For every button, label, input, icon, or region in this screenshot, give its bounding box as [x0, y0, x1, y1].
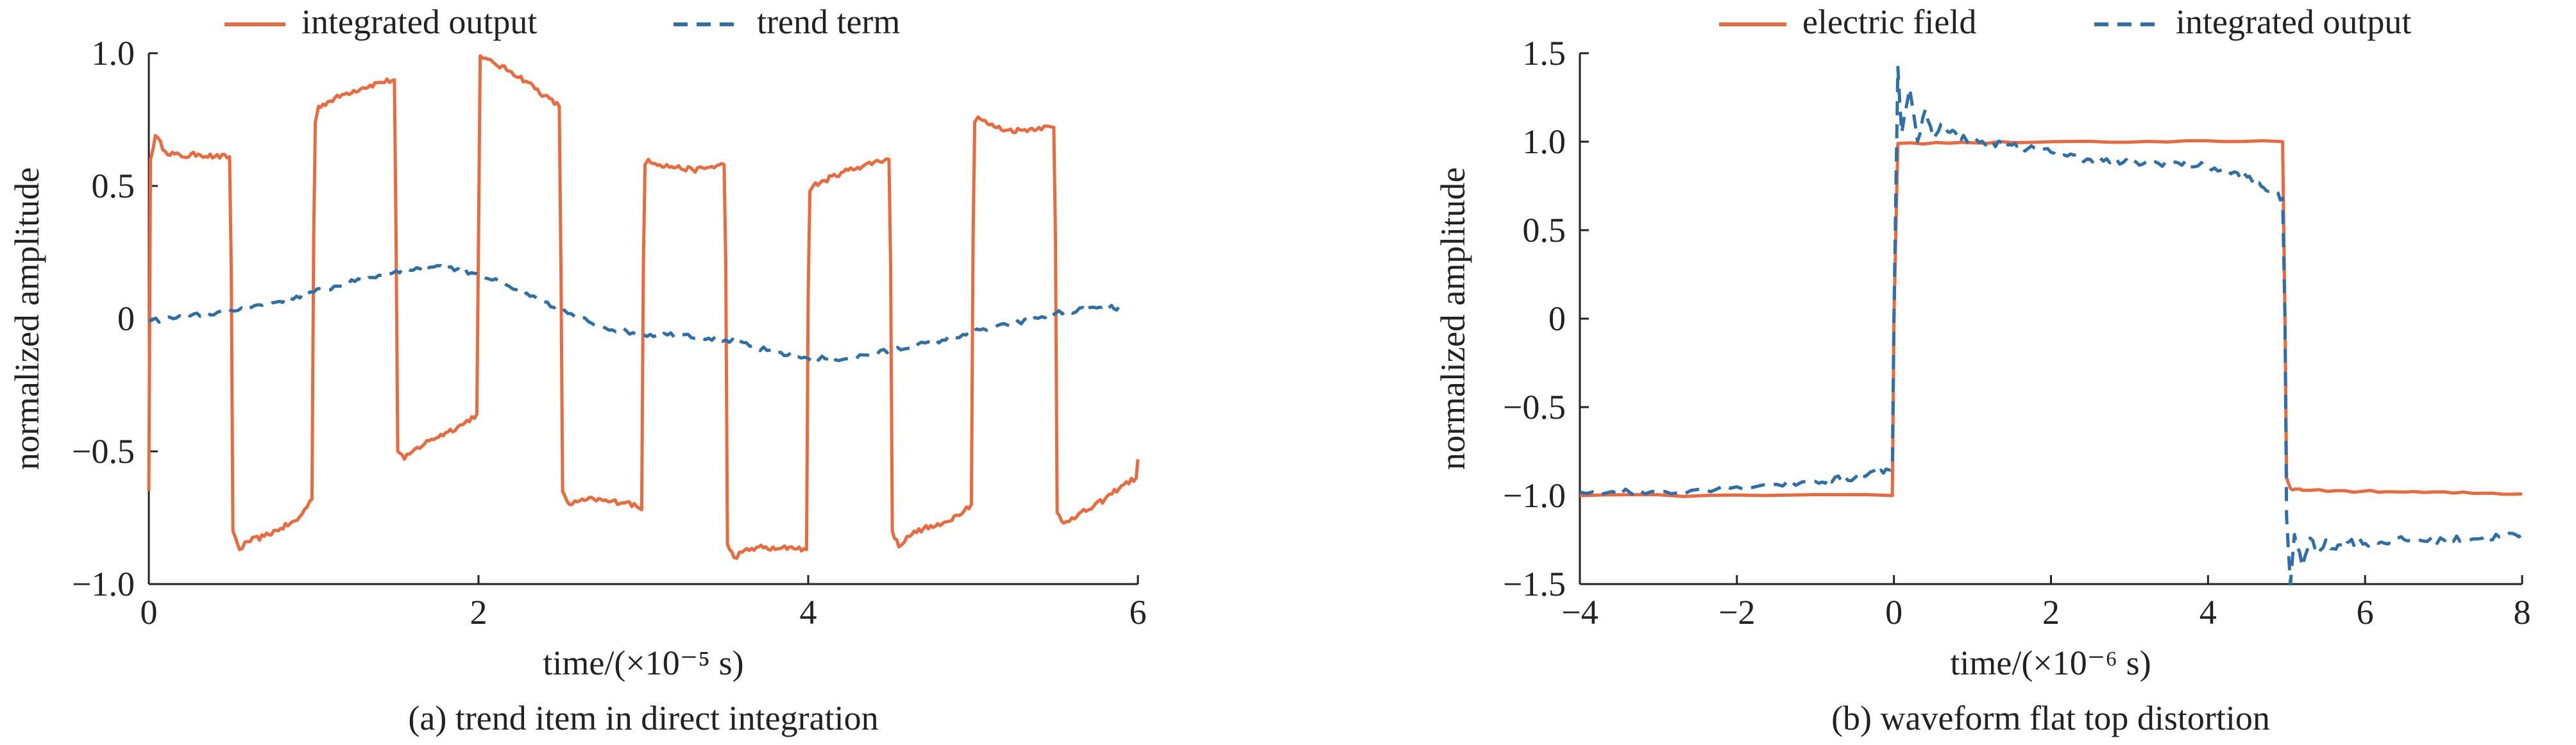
plot-area-a — [147, 54, 1140, 560]
axes-b — [1579, 53, 2522, 585]
x-tick-label-a: 6 — [1130, 593, 1147, 632]
ticks-a: 0 2 4 6 1.0 0.5 0 −0.5 −1.0 — [72, 34, 1146, 632]
y-tick-label-b: 0.5 — [1523, 211, 1566, 249]
x-tick-label-b: 2 — [2042, 593, 2060, 632]
legend-label-integrated-output-b: integrated output — [2176, 3, 2411, 41]
x-tick-label-b: −2 — [1718, 593, 1755, 632]
legend-label-integrated-output: integrated output — [301, 3, 537, 41]
y-tick-label-a: 0.5 — [92, 167, 135, 205]
y-tick-label-b: 1.0 — [1523, 122, 1566, 161]
x-axis-label-a: time/(×10⁻⁵ s) — [543, 644, 743, 682]
y-tick-label-b: −1.0 — [1503, 476, 1566, 515]
legend-b: electric field integrated output — [1719, 3, 2411, 41]
x-tick-label-b: 6 — [2357, 593, 2374, 632]
series-line-b-integrated-output — [1579, 65, 2523, 586]
chart-title-b: (b) waveform flat top distortion — [1831, 699, 2270, 737]
plot-area-b — [1579, 65, 2523, 586]
legend-label-electric-field: electric field — [1802, 3, 1976, 41]
series-line-a-integrated-output — [147, 54, 1140, 560]
y-tick-label-a: 1.0 — [92, 34, 135, 72]
y-tick-label-a: −0.5 — [72, 432, 135, 471]
panel-b: electric field integrated output −4 −2 0 2 4… — [1434, 3, 2531, 737]
y-tick-label-b: 0 — [1548, 299, 1566, 338]
x-tick-label-b: 0 — [1885, 593, 1902, 632]
panel-a: integrated output trend term 0 2 4 61.00.50… — [8, 3, 1147, 737]
y-tick-label-b: 1.5 — [1523, 34, 1566, 72]
y-tick-label-a: −1.0 — [72, 565, 135, 603]
y-axis-label-a: normalized amplitude — [8, 167, 46, 470]
y-tick-label-b: −1.5 — [1503, 565, 1566, 603]
x-axis-label-b: time/(×10⁻⁶ s) — [1950, 644, 2151, 682]
chart-title-a: (a) trend item in direct integration — [408, 699, 878, 737]
legend-a: integrated output trend term — [225, 3, 900, 41]
y-axis-label-b: normalized amplitude — [1434, 167, 1472, 470]
x-tick-label-b: 8 — [2514, 593, 2531, 632]
x-tick-label-a: 0 — [140, 593, 158, 632]
y-tick-label-a: 0 — [117, 299, 135, 338]
legend-label-trend-term: trend term — [757, 3, 900, 41]
series-line-b-electric-field — [1579, 139, 2523, 498]
x-tick-label-b: 4 — [2199, 593, 2217, 632]
x-tick-label-a: 4 — [800, 593, 817, 632]
x-tick-label-b: −4 — [1561, 593, 1598, 632]
y-tick-label-b: −0.5 — [1503, 388, 1566, 426]
x-tick-label-a: 2 — [470, 593, 487, 632]
ticks-b: −4 −2 0 2 4 6 8 1.5 1.0 0.5 0 −0.5 −1.0 −1.5 — [1503, 34, 2530, 632]
series-line-a-trend-term — [148, 263, 1123, 363]
